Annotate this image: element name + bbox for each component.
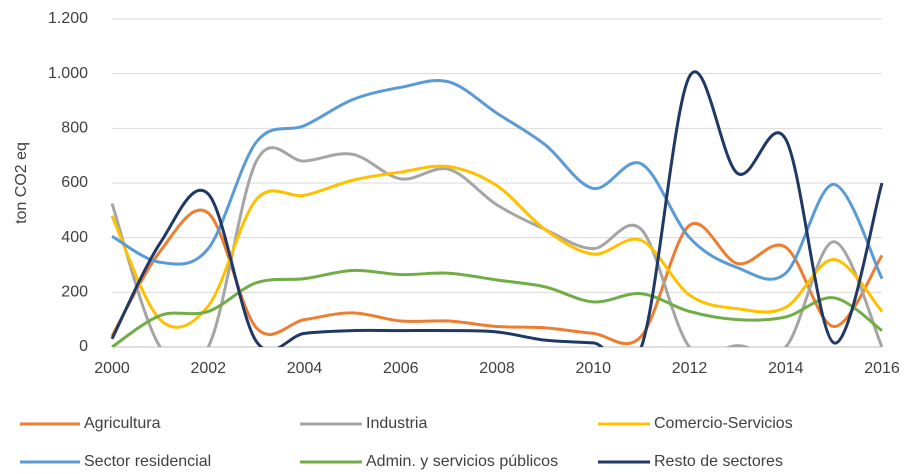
y-tick-label: 600 <box>61 174 88 191</box>
y-tick-label: 200 <box>61 284 88 301</box>
plot-area <box>110 70 884 347</box>
y-tick-label: 1.200 <box>48 10 88 27</box>
x-tick-label: 2008 <box>479 360 515 377</box>
legend-label: Comercio-Servicios <box>654 415 793 432</box>
series-line <box>110 164 884 329</box>
series-line <box>110 146 884 347</box>
x-tick-label: 2000 <box>94 360 130 377</box>
x-tick-label: 2006 <box>383 360 419 377</box>
y-tick-label: 400 <box>61 229 88 246</box>
legend-label: Sector residencial <box>84 453 211 470</box>
x-tick-label: 2004 <box>287 360 323 377</box>
y-tick-label: 800 <box>61 120 88 137</box>
legend-label: Industria <box>366 415 427 432</box>
y-tick-label: 0 <box>79 338 88 355</box>
x-tick-label: 2014 <box>768 360 804 377</box>
series-line <box>110 70 884 347</box>
x-tick-label: 2010 <box>575 360 611 377</box>
x-tick-label: 2016 <box>864 360 900 377</box>
legend-label: Admin. y servicios públicos <box>366 453 558 470</box>
y-axis-title: ton CO2 eq <box>13 142 30 224</box>
legend-label: Agricultura <box>84 415 161 432</box>
y-tick-label: 1.000 <box>48 65 88 82</box>
series-line <box>111 268 883 347</box>
legend-label: Resto de sectores <box>654 453 783 470</box>
series-line <box>111 78 884 281</box>
x-tick-label: 2002 <box>190 360 226 377</box>
x-tick-label: 2012 <box>672 360 708 377</box>
